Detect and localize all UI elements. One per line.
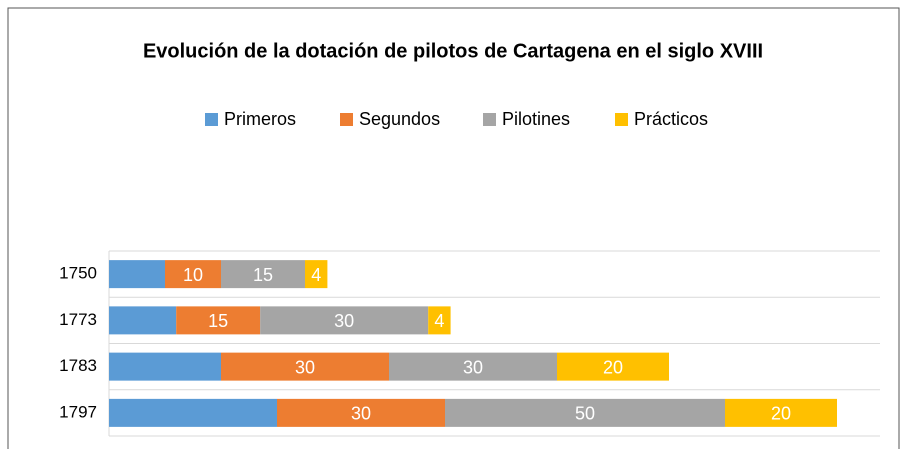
legend-label: Pilotines [502,109,570,129]
bar-segment [221,352,389,381]
data-label: 20 [603,357,623,377]
y-tick-label: 1773 [59,310,97,329]
data-label: 30 [351,404,371,424]
bar-segment [109,398,277,427]
data-label: 15 [208,311,228,331]
data-label: 4 [311,265,321,285]
legend-swatch [615,113,628,126]
bar-segment [176,306,261,335]
data-label: 30 [334,311,354,331]
data-label: 30 [295,357,315,377]
bar-segment [277,398,445,427]
chart-border [7,7,900,449]
bar-segment [557,352,669,381]
y-tick-label: 1783 [59,356,97,375]
data-label: 50 [575,404,595,424]
legend-swatch [205,113,218,126]
legend-label: Segundos [359,109,440,129]
data-label: 4 [434,311,444,331]
bar-segment [389,352,557,381]
bar-segment [445,398,725,427]
bar-segment [109,306,177,335]
bar-segment [428,306,451,335]
bar-segment [165,260,221,289]
bar-segment [260,306,429,335]
legend-swatch [340,113,353,126]
y-tick-label: 1797 [59,402,97,421]
y-tick-label: 1750 [59,264,97,283]
data-label: 10 [183,265,203,285]
bar-segment [221,260,305,289]
bar-segment [109,260,165,289]
bar-segment [725,398,837,427]
data-label: 20 [771,404,791,424]
bar-segment [109,352,221,381]
data-label: 15 [253,265,273,285]
bar-segment [305,260,328,289]
data-label: 30 [463,357,483,377]
legend-label: Primeros [224,109,296,129]
chart-title: Evolución de la dotación de pilotos de C… [143,40,763,62]
legend-label: Prácticos [634,109,708,129]
legend-swatch [483,113,496,126]
